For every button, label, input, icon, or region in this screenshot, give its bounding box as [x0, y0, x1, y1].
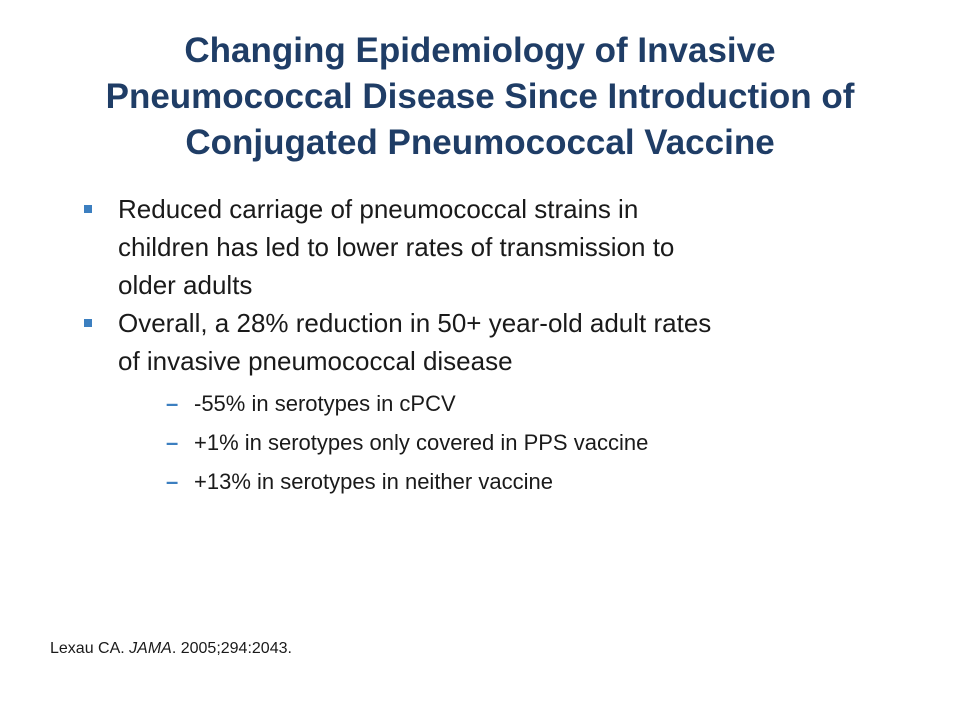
bullet-item-reduction: Overall, a 28% reduction in 50+ year-old…	[84, 304, 904, 501]
citation-journal: JAMA	[129, 640, 172, 657]
sub-bullet-item: – +1% in serotypes only covered in PPS v…	[166, 423, 904, 462]
citation: Lexau CA. JAMA. 2005;294:2043.	[50, 640, 292, 658]
sub-bullet-text: +1% in serotypes only covered in PPS vac…	[194, 430, 649, 455]
square-bullet-icon	[84, 205, 92, 213]
bullet-line: Reduced carriage of pneumococcal strains…	[118, 194, 639, 224]
bullet-line: of invasive pneumococcal disease	[118, 346, 513, 376]
bullet-item-carriage: Reduced carriage of pneumococcal strains…	[84, 190, 904, 304]
bullet-text: Reduced carriage of pneumococcal strains…	[118, 190, 904, 304]
bullet-list: Reduced carriage of pneumococcal strains…	[84, 190, 904, 501]
square-bullet-icon	[84, 319, 92, 327]
sub-bullet-text: -55% in serotypes in cPCV	[194, 391, 456, 416]
sub-bullet-list: – -55% in serotypes in cPCV – +1% in ser…	[118, 384, 904, 501]
sub-bullet-text: +13% in serotypes in neither vaccine	[194, 469, 553, 494]
dash-bullet-icon: –	[166, 469, 179, 494]
citation-details: . 2005;294:2043.	[171, 640, 292, 657]
dash-bullet-icon: –	[166, 391, 179, 416]
title-line: Changing Epidemiology of Invasive	[184, 31, 776, 70]
sub-bullet-item: – +13% in serotypes in neither vaccine	[166, 462, 904, 501]
dash-bullet-icon: –	[166, 430, 179, 455]
bullet-line: children has led to lower rates of trans…	[118, 232, 675, 262]
citation-author: Lexau CA.	[50, 640, 130, 657]
bullet-line: Overall, a 28% reduction in 50+ year-old…	[118, 308, 712, 338]
title-line: Conjugated Pneumococcal Vaccine	[185, 123, 775, 162]
sub-bullet-item: – -55% in serotypes in cPCV	[166, 384, 904, 423]
bullet-line: older adults	[118, 270, 253, 300]
title-line: Pneumococcal Disease Since Introduction …	[105, 77, 855, 116]
slide-title: Changing Epidemiology of Invasive Pneumo…	[40, 28, 920, 166]
bullet-text: Overall, a 28% reduction in 50+ year-old…	[118, 304, 904, 380]
